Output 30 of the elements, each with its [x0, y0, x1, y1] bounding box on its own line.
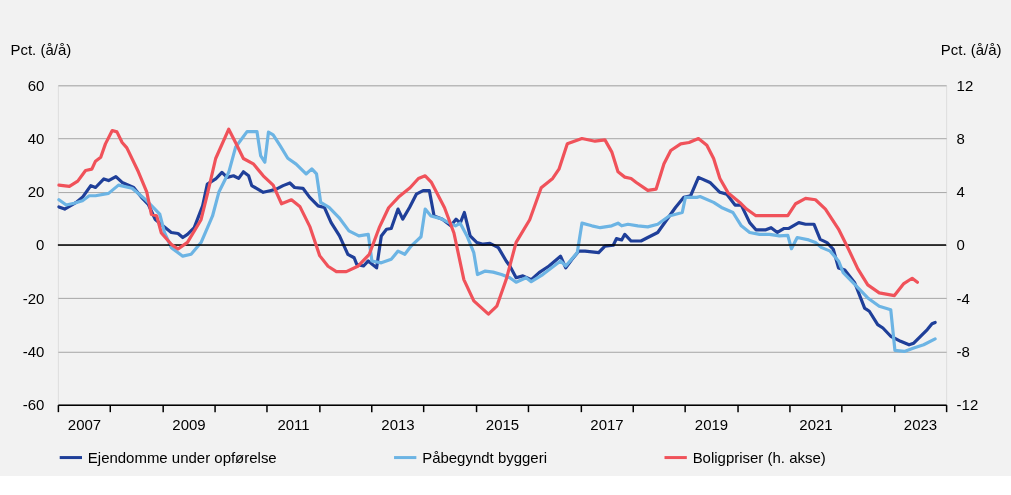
y2-tick-label: 0	[956, 236, 965, 254]
y2-axis-title: Pct. (å/å)	[940, 40, 1002, 58]
y2-tick-label: -12	[956, 396, 979, 414]
y-tick-label: -20	[22, 289, 45, 307]
y2-tick-label: 8	[956, 130, 965, 148]
y-tick-label: 60	[27, 76, 45, 94]
y-axis-title: Pct. (å/å)	[10, 40, 72, 58]
legend-label: Påbegyndt byggeri	[422, 448, 548, 466]
y-tick-label: 40	[27, 130, 45, 148]
y-tick-label: -60	[22, 396, 45, 414]
x-tick-label: 2009	[172, 416, 206, 434]
x-tick-label: 2017	[590, 416, 624, 434]
x-tick-label: 2015	[485, 416, 520, 434]
y-tick-label: 0	[36, 236, 45, 254]
y2-tick-label: 12	[956, 76, 974, 94]
legend-label: Boligpriser (h. akse)	[692, 448, 826, 466]
x-tick-label: 2021	[799, 416, 833, 434]
x-tick-label: 2011	[277, 416, 310, 434]
y-tick-label: 20	[27, 183, 45, 201]
line-series	[57, 127, 919, 316]
y2-tick-label: -8	[956, 342, 970, 360]
x-tick-label: 2007	[67, 416, 102, 434]
x-tick-label: 2013	[381, 416, 415, 434]
legend-label: Ejendomme under opførelse	[87, 448, 277, 466]
y-tick-label: -40	[22, 342, 45, 360]
x-tick-label: 2023	[903, 416, 938, 434]
y2-tick-label: 4	[956, 183, 965, 201]
line-series	[57, 130, 937, 354]
y2-tick-label: -4	[956, 289, 970, 307]
x-tick-label: 2019	[694, 416, 729, 434]
